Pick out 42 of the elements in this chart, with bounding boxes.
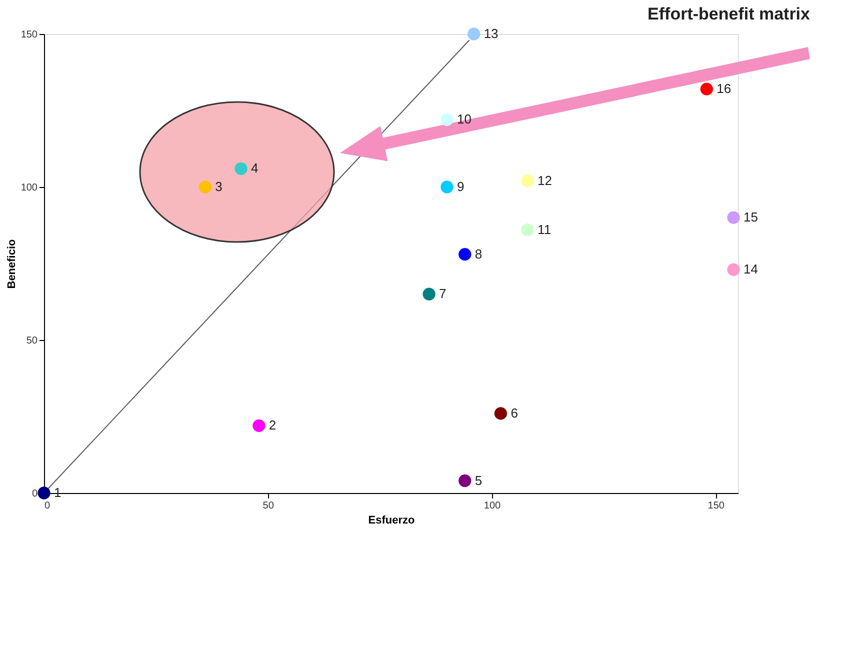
x-axis-title: Esfuerzo	[368, 514, 415, 526]
point	[468, 28, 480, 40]
series-label: 9	[456, 179, 464, 194]
series-label: 3	[215, 179, 222, 194]
y-tick-label: 50	[26, 336, 38, 346]
point	[521, 174, 534, 188]
point	[521, 224, 534, 236]
x-tick-label: 50	[262, 500, 274, 512]
series-label: 13	[484, 26, 498, 41]
series-label: 5	[474, 472, 482, 488]
series-label: 10	[456, 112, 472, 127]
point	[38, 486, 50, 500]
point	[727, 211, 740, 224]
chart-title: Effort-benefit matrix	[648, 4, 811, 24]
point	[440, 113, 454, 126]
series-label: 11	[538, 222, 552, 237]
series-label: 14	[744, 262, 758, 277]
series-label: 8	[474, 246, 482, 262]
x-tick-label: 0	[44, 500, 50, 512]
y-tick-label: 0	[32, 488, 38, 500]
point	[198, 180, 212, 194]
series-label: 6	[510, 405, 518, 420]
point	[252, 419, 266, 432]
x-tick-label: 150	[708, 500, 725, 512]
x-tick-label: 100	[484, 500, 502, 512]
y-axis-title: Beneficio	[6, 238, 18, 289]
series-label: 2	[268, 418, 276, 433]
point	[727, 263, 740, 276]
series-label: 15	[744, 210, 758, 225]
y-tick-label: 100	[20, 182, 38, 194]
point	[494, 407, 508, 420]
series-label: 7	[439, 286, 446, 302]
series-label: 16	[716, 81, 732, 96]
point	[700, 82, 713, 96]
series-label: 12	[538, 172, 552, 188]
y-tick-label: 150	[20, 30, 38, 40]
point	[422, 288, 436, 300]
point	[234, 162, 248, 175]
point	[458, 248, 472, 261]
point	[458, 474, 472, 488]
point	[440, 180, 454, 194]
series-label: 4	[251, 160, 258, 176]
